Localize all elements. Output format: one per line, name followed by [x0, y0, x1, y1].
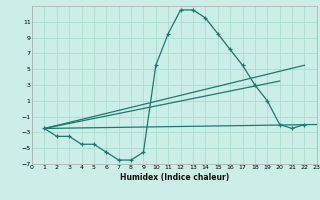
X-axis label: Humidex (Indice chaleur): Humidex (Indice chaleur) — [120, 173, 229, 182]
